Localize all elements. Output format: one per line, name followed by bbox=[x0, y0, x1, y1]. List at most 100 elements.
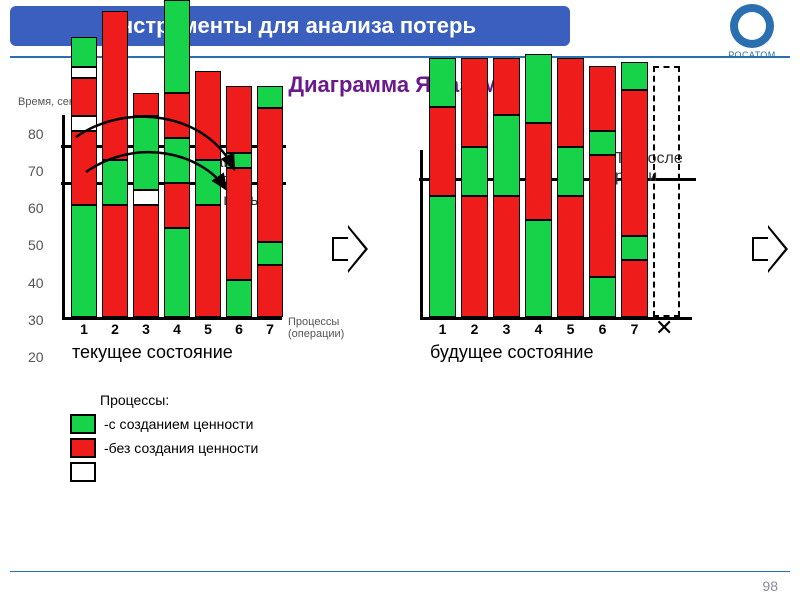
bar-column bbox=[589, 66, 616, 317]
page-number: 98 bbox=[762, 578, 778, 594]
bar-segment bbox=[589, 131, 616, 155]
bar-column bbox=[226, 86, 252, 317]
bar-segment bbox=[557, 58, 584, 147]
bar-segment bbox=[133, 190, 159, 205]
legend-swatch bbox=[70, 438, 96, 458]
bar-segment bbox=[461, 58, 488, 147]
x-tick-label: 4 bbox=[164, 321, 190, 337]
y-tick-label: 40 bbox=[28, 275, 44, 291]
bar-segment bbox=[493, 58, 520, 115]
bar-segment bbox=[71, 67, 97, 78]
bar-segment bbox=[133, 205, 159, 317]
x-tick-label: 2 bbox=[102, 321, 128, 337]
bar-segment bbox=[133, 116, 159, 191]
legend-header: Процессы: bbox=[100, 392, 258, 408]
dashed-placeholder-bar bbox=[653, 66, 680, 317]
bar-segment bbox=[164, 138, 190, 183]
bar-column bbox=[257, 86, 283, 317]
chart-left-panel: ТТ фактТТ цель1234567 bbox=[62, 115, 282, 320]
page-title: Инструменты для анализа потерь bbox=[104, 13, 476, 38]
x-tick-label: 1 bbox=[71, 321, 97, 337]
bar-segment bbox=[493, 196, 520, 317]
footer-divider bbox=[10, 571, 790, 572]
legend: Процессы: -с созданием ценности -без созд… bbox=[70, 392, 258, 484]
bar-segment bbox=[102, 160, 128, 205]
x-tick-label: 7 bbox=[621, 321, 648, 337]
bar-column bbox=[164, 0, 190, 317]
x-cross-icon: ✕ bbox=[655, 315, 673, 341]
legend-swatch bbox=[70, 462, 96, 482]
bar-segment bbox=[429, 107, 456, 196]
bar-segment bbox=[257, 265, 283, 317]
y-tick-label: 70 bbox=[28, 163, 44, 179]
bar-segment bbox=[589, 277, 616, 317]
x-tick-label: 5 bbox=[557, 321, 584, 337]
arrow-right-icon bbox=[752, 225, 788, 273]
bar-column bbox=[133, 93, 159, 317]
bar-segment bbox=[164, 228, 190, 317]
bar-segment bbox=[226, 280, 252, 317]
bar-segment bbox=[257, 86, 283, 108]
bar-segment bbox=[461, 147, 488, 196]
bar-segment bbox=[589, 155, 616, 276]
bar-segment bbox=[621, 90, 648, 236]
bar-segment bbox=[525, 220, 552, 317]
bar-segment bbox=[195, 160, 221, 205]
y-tick-label: 60 bbox=[28, 200, 44, 216]
x-tick-label: 2 bbox=[461, 321, 488, 337]
bar-segment bbox=[525, 54, 552, 123]
bar-segment bbox=[195, 205, 221, 317]
bar-segment bbox=[226, 168, 252, 280]
y-tick-label: 80 bbox=[28, 126, 44, 142]
bar-segment bbox=[589, 66, 616, 131]
legend-swatch bbox=[70, 414, 96, 434]
x-tick-label: 3 bbox=[133, 321, 159, 337]
legend-label: -с созданием ценности bbox=[104, 416, 253, 432]
bar-segment bbox=[226, 86, 252, 153]
y-tick-label: 50 bbox=[28, 237, 44, 253]
bar-segment bbox=[525, 123, 552, 220]
bar-segment bbox=[461, 196, 488, 317]
bar-column bbox=[525, 54, 552, 317]
x-tick-label: 5 bbox=[195, 321, 221, 337]
x-tick-label: 4 bbox=[525, 321, 552, 337]
bar-segment bbox=[226, 153, 252, 168]
right-state-label: будущее состояние bbox=[430, 342, 593, 363]
bar-segment bbox=[557, 196, 584, 317]
bar-segment bbox=[257, 108, 283, 242]
bar-column bbox=[195, 71, 221, 317]
x-tick-label: 1 bbox=[429, 321, 456, 337]
bar-segment bbox=[71, 205, 97, 317]
legend-label: -без создания ценности bbox=[104, 440, 258, 456]
bar-segment bbox=[102, 205, 128, 317]
legend-item bbox=[70, 460, 258, 484]
bar-segment bbox=[102, 11, 128, 160]
legend-item: -без создания ценности bbox=[70, 436, 258, 460]
legend-item: -с созданием ценности bbox=[70, 412, 258, 436]
bar-column bbox=[461, 58, 488, 317]
bar-column bbox=[557, 58, 584, 317]
bar-segment bbox=[557, 147, 584, 196]
chart-right-panel: ТТ после ровки1234567✕ bbox=[420, 150, 692, 320]
bar-segment bbox=[257, 242, 283, 264]
bar-segment bbox=[71, 78, 97, 115]
bar-segment bbox=[133, 93, 159, 115]
bar-segment bbox=[621, 236, 648, 260]
y-tick-label: 20 bbox=[28, 349, 44, 365]
y-tick-label: 30 bbox=[28, 312, 44, 328]
x-tick-label: 7 bbox=[257, 321, 283, 337]
bar-segment bbox=[621, 62, 648, 90]
arrow-between-icon bbox=[332, 225, 368, 273]
bar-segment bbox=[621, 260, 648, 317]
left-state-label: текущее состояние bbox=[72, 342, 233, 363]
bar-column bbox=[493, 58, 520, 317]
bar-column bbox=[102, 11, 128, 317]
bar-segment bbox=[493, 115, 520, 196]
y-axis-label: Время, сек. bbox=[18, 96, 77, 108]
bar-column bbox=[429, 58, 456, 317]
brand-logo-icon bbox=[730, 4, 774, 48]
bar-segment bbox=[164, 183, 190, 228]
x-tick-label: 6 bbox=[226, 321, 252, 337]
bar-segment bbox=[429, 196, 456, 317]
x-axis-label: Процессы (операции) bbox=[288, 316, 344, 340]
